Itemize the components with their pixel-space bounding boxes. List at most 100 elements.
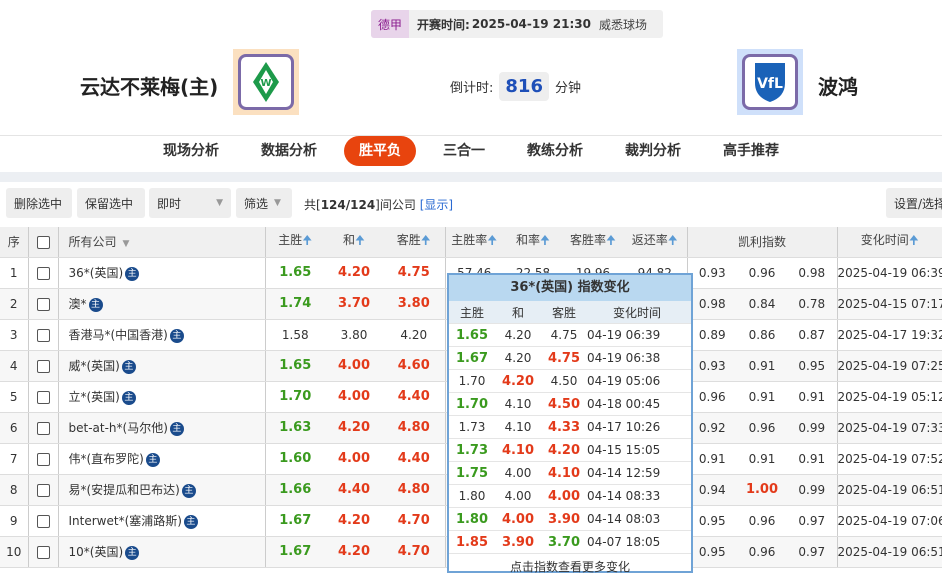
col-away-rate[interactable]: 客胜率🠉: [563, 227, 623, 258]
company-name[interactable]: 伟*(直布罗陀) 主: [58, 443, 266, 475]
draw-odds[interactable]: 4.20: [325, 536, 383, 568]
mode-select[interactable]: 即时 ▼: [149, 188, 231, 218]
row-checkbox[interactable]: [28, 319, 59, 351]
company-name[interactable]: 澳* 主: [58, 288, 266, 320]
sort-up-icon: 🠉: [667, 233, 678, 248]
away-team-logo[interactable]: VfL: [737, 49, 803, 115]
draw-odds[interactable]: 4.20: [325, 412, 383, 444]
popup-row[interactable]: 1.80 4.00 3.90 04-14 08:03: [449, 508, 691, 531]
away-odds[interactable]: 3.80: [383, 288, 446, 320]
popup-row[interactable]: 1.85 3.90 3.70 04-07 18:05: [449, 531, 691, 554]
row-checkbox[interactable]: [28, 288, 59, 320]
popup-row[interactable]: 1.67 4.20 4.75 04-19 06:38: [449, 347, 691, 370]
popup-row[interactable]: 1.70 4.10 4.50 04-18 00:45: [449, 393, 691, 416]
away-odds[interactable]: 4.75: [383, 257, 446, 289]
company-name[interactable]: 香港马*(中国香港) 主: [58, 319, 266, 351]
draw-odds[interactable]: 4.20: [325, 257, 383, 289]
col-company[interactable]: 所有公司 ▼: [58, 227, 266, 258]
popup-row[interactable]: 1.73 4.10 4.33 04-17 10:26: [449, 416, 691, 439]
col-return[interactable]: 返还率🠉: [623, 227, 688, 258]
draw-odds[interactable]: 4.40: [325, 474, 383, 506]
row-checkbox[interactable]: [28, 443, 59, 475]
company-name[interactable]: 易*(安提瓜和巴布达) 主: [58, 474, 266, 506]
col-home-rate[interactable]: 主胜率🠉: [445, 227, 503, 258]
row-checkbox[interactable]: [28, 505, 59, 537]
col-draw-rate[interactable]: 和率🠉: [503, 227, 563, 258]
home-odds[interactable]: 1.65: [265, 350, 325, 382]
main-badge-icon: 主: [145, 452, 160, 467]
row-checkbox[interactable]: [28, 474, 59, 506]
draw-odds[interactable]: 3.80: [325, 319, 383, 351]
company-name[interactable]: Interwet*(塞浦路斯) 主: [58, 505, 266, 537]
company-name[interactable]: bet-at-h*(马尔他) 主: [58, 412, 266, 444]
filter-dropdown[interactable]: 筛选 ▼: [236, 188, 292, 218]
home-odds[interactable]: 1.58: [265, 319, 325, 351]
popup-row[interactable]: 1.73 4.10 4.20 04-15 15:05: [449, 439, 691, 462]
col-draw[interactable]: 和🠉: [325, 227, 383, 258]
nav-tab[interactable]: 教练分析: [527, 143, 583, 159]
row-checkbox[interactable]: [28, 350, 59, 382]
home-odds[interactable]: 1.63: [265, 412, 325, 444]
away-odds[interactable]: 4.80: [383, 412, 446, 444]
row-checkbox[interactable]: [28, 381, 59, 413]
col-time[interactable]: 变化时间🠉: [837, 227, 942, 258]
away-odds[interactable]: 4.70: [383, 505, 446, 537]
select-all-checkbox[interactable]: [28, 227, 59, 258]
draw-odds[interactable]: 4.00: [325, 443, 383, 475]
draw-odds[interactable]: 3.70: [325, 288, 383, 320]
away-odds[interactable]: 4.70: [383, 536, 446, 568]
company-name[interactable]: 威*(英国) 主: [58, 350, 266, 382]
home-odds[interactable]: 1.67: [265, 505, 325, 537]
settings-button[interactable]: 设置/选择: [886, 188, 942, 218]
popup-header: 主胜和客胜 变化时间: [449, 301, 691, 324]
home-odds[interactable]: 1.65: [265, 257, 325, 289]
home-odds[interactable]: 1.66: [265, 474, 325, 506]
main-badge-icon: 主: [183, 514, 198, 529]
nav-tab[interactable]: 裁判分析: [625, 143, 681, 159]
popup-footer-link[interactable]: 点击指数查看更多变化: [509, 560, 630, 574]
nav-tab[interactable]: 数据分析: [261, 143, 317, 159]
nav-tab[interactable]: 三合一: [443, 143, 485, 159]
home-odds[interactable]: 1.67: [265, 536, 325, 568]
countdown-label: 倒计时:: [450, 81, 494, 96]
col-away[interactable]: 客胜🠉: [383, 227, 446, 258]
away-team-name[interactable]: 波鸿: [818, 75, 858, 99]
away-odds[interactable]: 4.20: [383, 319, 446, 351]
company-name[interactable]: 36*(英国) 主: [58, 257, 266, 289]
company-name[interactable]: 立*(英国) 主: [58, 381, 266, 413]
nav-tab[interactable]: 胜平负: [344, 136, 416, 166]
popup-row[interactable]: 1.70 4.20 4.50 04-19 05:06: [449, 370, 691, 393]
show-link[interactable]: [显示]: [419, 198, 454, 212]
away-odds[interactable]: 4.40: [383, 443, 446, 475]
col-home[interactable]: 主胜🠉: [265, 227, 325, 258]
delete-selected-button[interactable]: 删除选中: [6, 188, 72, 218]
change-time: 2025-04-19 07:33: [837, 412, 942, 444]
kelly-home: 0.93: [687, 350, 737, 382]
company-name[interactable]: 10*(英国) 主: [58, 536, 266, 568]
row-checkbox[interactable]: [28, 412, 59, 444]
nav-tab[interactable]: 高手推荐: [723, 143, 779, 159]
company-count: 共[124/124]间公司 [显示]: [304, 198, 454, 212]
popup-row[interactable]: 1.80 4.00 4.00 04-14 08:33: [449, 485, 691, 508]
popup-row[interactable]: 1.65 4.20 4.75 04-19 06:39: [449, 324, 691, 347]
draw-odds[interactable]: 4.00: [325, 381, 383, 413]
popup-row[interactable]: 1.75 4.00 4.10 04-14 12:59: [449, 462, 691, 485]
home-odds[interactable]: 1.70: [265, 381, 325, 413]
league-badge[interactable]: 德甲: [371, 10, 409, 38]
home-team-logo[interactable]: W: [233, 49, 299, 115]
home-odds[interactable]: 1.74: [265, 288, 325, 320]
home-odds[interactable]: 1.60: [265, 443, 325, 475]
home-team-name[interactable]: 云达不莱梅(主): [80, 75, 219, 99]
away-odds[interactable]: 4.80: [383, 474, 446, 506]
keep-selected-button[interactable]: 保留选中: [77, 188, 145, 218]
kelly-home: 0.91: [687, 443, 737, 475]
nav-tab[interactable]: 现场分析: [163, 143, 219, 159]
away-odds[interactable]: 4.40: [383, 381, 446, 413]
row-checkbox[interactable]: [28, 536, 59, 568]
away-odds[interactable]: 4.60: [383, 350, 446, 382]
draw-odds[interactable]: 4.00: [325, 350, 383, 382]
svg-text:VfL: VfL: [757, 76, 783, 92]
row-checkbox[interactable]: [28, 257, 59, 289]
kelly-away: 0.95: [787, 350, 838, 382]
draw-odds[interactable]: 4.20: [325, 505, 383, 537]
